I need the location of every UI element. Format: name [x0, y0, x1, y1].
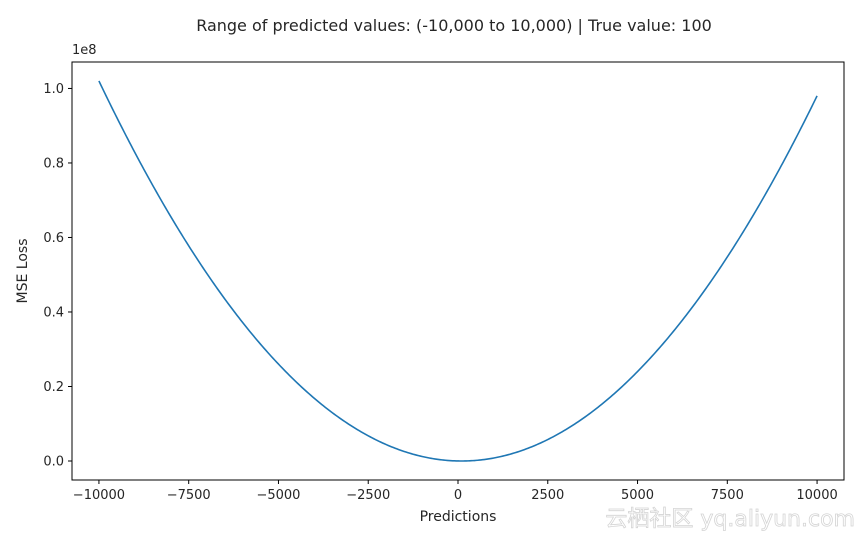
y-tick-label: 0.6 — [43, 231, 64, 246]
y-tick-label: 1.0 — [43, 82, 64, 97]
plot-area — [71, 61, 845, 481]
x-tick-label: 7500 — [711, 488, 744, 503]
chart-title: Range of predicted values: (-10,000 to 1… — [196, 16, 712, 35]
x-axis: −10000 −7500 −5000 −2500 0 2500 5000 7500 10000 — [73, 480, 838, 503]
x-tick-label: −10000 — [73, 488, 125, 503]
x-tick-label: 10000 — [796, 488, 837, 503]
y-axis: 0.0 0.2 0.4 0.6 0.8 1.0 — [43, 82, 72, 470]
y-tick-label: 0.4 — [43, 305, 64, 320]
x-tick-label: 2500 — [531, 488, 564, 503]
x-tick-label: −5000 — [256, 488, 300, 503]
y-tick-label: 0.8 — [43, 156, 64, 171]
x-axis-label: Predictions — [420, 509, 497, 525]
x-tick-label: 5000 — [621, 488, 654, 503]
plot-frame — [71, 61, 845, 481]
y-offset-text: 1e8 — [72, 43, 97, 58]
watermark-text: 云栖社区 yq.aliyun.com — [605, 507, 855, 532]
y-axis-label: MSE Loss — [15, 239, 31, 304]
y-tick-label: 0.2 — [43, 380, 64, 395]
y-tick-label: 0.0 — [43, 455, 64, 470]
x-tick-label: −7500 — [167, 488, 211, 503]
x-tick-label: −2500 — [346, 488, 390, 503]
x-tick-label: 0 — [454, 488, 462, 503]
series-layer — [98, 80, 818, 462]
series-line-0 — [98, 80, 818, 462]
